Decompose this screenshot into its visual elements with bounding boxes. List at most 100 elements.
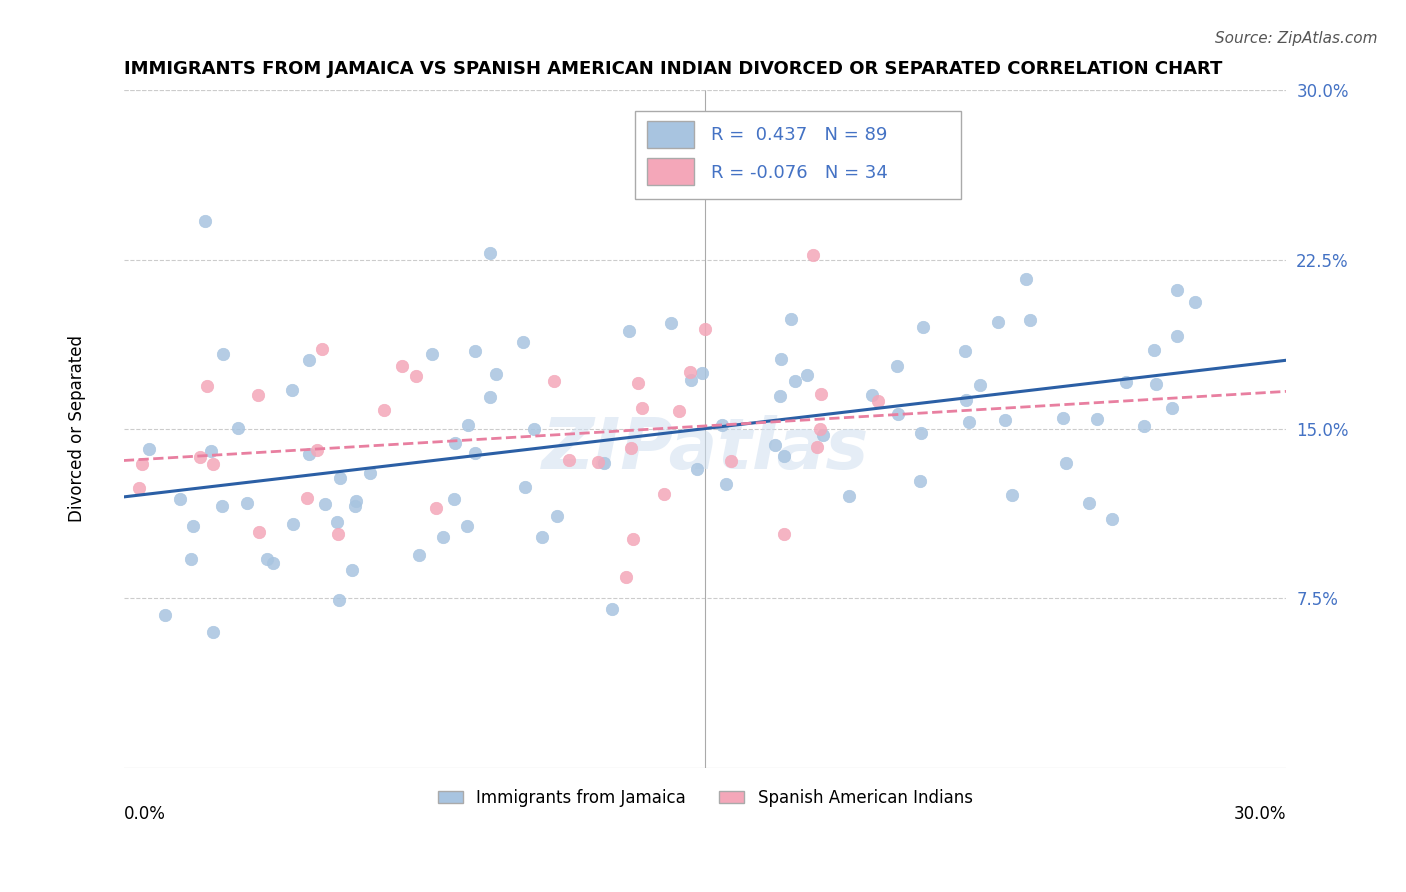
- Point: [681, 373, 703, 387]
- Point: [695, 322, 717, 336]
- Point: [969, 378, 991, 392]
- Point: [720, 454, 742, 468]
- Point: [908, 474, 931, 488]
- Point: [763, 438, 786, 452]
- Point: [953, 343, 976, 358]
- Point: [686, 462, 709, 476]
- Point: [169, 492, 191, 507]
- Point: [188, 450, 211, 464]
- Point: [485, 367, 508, 381]
- Point: [194, 213, 217, 227]
- Point: [773, 449, 796, 463]
- Point: [405, 369, 427, 384]
- Point: [138, 442, 160, 456]
- Point: [987, 315, 1010, 329]
- Point: [1101, 512, 1123, 526]
- Point: [886, 359, 908, 373]
- Point: [796, 368, 818, 383]
- Point: [668, 404, 690, 418]
- Point: [1146, 376, 1168, 391]
- Point: [1054, 457, 1077, 471]
- Point: [621, 532, 644, 546]
- Point: [1001, 488, 1024, 502]
- Point: [373, 402, 395, 417]
- Point: [1133, 418, 1156, 433]
- Point: [359, 466, 381, 480]
- Point: [464, 446, 486, 460]
- Point: [457, 418, 479, 433]
- Point: [478, 246, 501, 260]
- Point: [200, 444, 222, 458]
- Point: [391, 359, 413, 373]
- Point: [600, 602, 623, 616]
- Point: [810, 387, 832, 401]
- Point: [887, 407, 910, 421]
- Point: [1184, 294, 1206, 309]
- Point: [1085, 412, 1108, 426]
- Point: [862, 388, 884, 402]
- Text: 30.0%: 30.0%: [1234, 805, 1286, 823]
- Point: [679, 365, 702, 379]
- Point: [281, 383, 304, 397]
- Point: [620, 441, 643, 455]
- Point: [464, 343, 486, 358]
- Point: [692, 366, 714, 380]
- Point: [131, 457, 153, 471]
- Point: [181, 519, 204, 533]
- Point: [1166, 329, 1188, 343]
- Point: [808, 421, 831, 435]
- Text: 0.0%: 0.0%: [124, 805, 166, 823]
- Point: [478, 390, 501, 404]
- Point: [772, 526, 794, 541]
- Point: [326, 515, 349, 529]
- Point: [1015, 272, 1038, 286]
- Point: [1077, 496, 1099, 510]
- Point: [344, 494, 367, 508]
- FancyBboxPatch shape: [636, 111, 960, 199]
- Point: [1019, 312, 1042, 326]
- Text: ZIPatlas: ZIPatlas: [541, 415, 869, 483]
- Point: [211, 347, 233, 361]
- Point: [806, 440, 828, 454]
- Point: [710, 417, 733, 432]
- Point: [326, 526, 349, 541]
- Point: [408, 549, 430, 563]
- Point: [994, 413, 1017, 427]
- Point: [201, 458, 224, 472]
- Point: [1115, 375, 1137, 389]
- Point: [298, 353, 321, 368]
- Point: [298, 447, 321, 461]
- Point: [912, 320, 935, 334]
- Point: [340, 563, 363, 577]
- FancyBboxPatch shape: [647, 158, 693, 186]
- Point: [779, 312, 801, 326]
- Point: [283, 516, 305, 531]
- Point: [456, 519, 478, 533]
- Point: [328, 592, 350, 607]
- Point: [314, 497, 336, 511]
- Point: [546, 509, 568, 524]
- Point: [343, 499, 366, 513]
- Point: [588, 455, 610, 469]
- Point: [515, 480, 537, 494]
- Point: [592, 456, 614, 470]
- Point: [247, 387, 270, 401]
- Point: [811, 428, 834, 442]
- Text: R =  0.437   N = 89: R = 0.437 N = 89: [711, 126, 887, 144]
- Text: Source: ZipAtlas.com: Source: ZipAtlas.com: [1215, 31, 1378, 46]
- Text: R = -0.076   N = 34: R = -0.076 N = 34: [711, 164, 887, 182]
- Point: [425, 501, 447, 516]
- Point: [226, 421, 249, 435]
- Point: [619, 324, 641, 338]
- Point: [910, 425, 932, 440]
- Point: [957, 415, 980, 429]
- Point: [512, 335, 534, 350]
- Text: IMMIGRANTS FROM JAMAICA VS SPANISH AMERICAN INDIAN DIVORCED OR SEPARATED CORRELA: IMMIGRANTS FROM JAMAICA VS SPANISH AMERI…: [124, 60, 1222, 78]
- Point: [626, 376, 648, 390]
- Point: [769, 389, 792, 403]
- Point: [714, 477, 737, 491]
- Point: [201, 625, 224, 640]
- Point: [432, 530, 454, 544]
- Point: [256, 552, 278, 566]
- Point: [868, 394, 890, 409]
